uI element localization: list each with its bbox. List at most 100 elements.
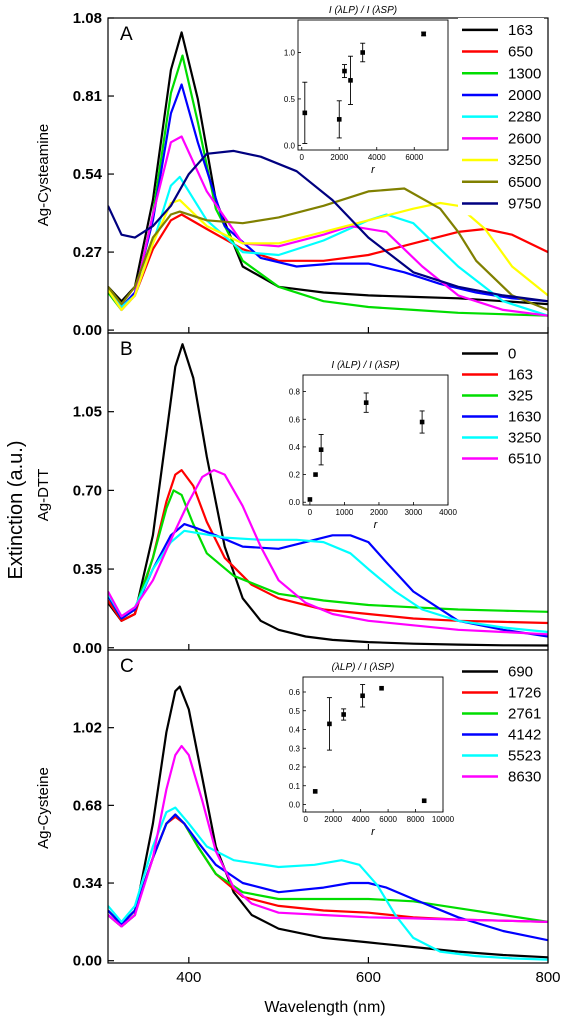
x-axis-label: Wavelength (nm)	[264, 999, 385, 1016]
y-axis-label: Ag-DTT	[35, 469, 52, 522]
inset-point	[313, 472, 318, 477]
legend-entry: 2000	[508, 87, 541, 104]
legend: 0 163 325 1630 3250 6510	[458, 342, 544, 470]
inset-x-tick-label: 2000	[370, 508, 388, 517]
x-tick-label: 800	[535, 969, 560, 986]
series-line-1630	[108, 523, 548, 638]
series-line-2761	[108, 813, 548, 926]
inset-y-tick-label: 0.5	[284, 95, 296, 104]
y-tick-label: 0.00	[73, 640, 102, 657]
panel-b: 0.000.350.701.05BAg-DTT01633251630325065…	[35, 332, 549, 657]
legend-entry: 2280	[508, 109, 541, 126]
y-axis-label: Ag-Cysteine	[35, 767, 52, 849]
inset-point	[336, 117, 342, 122]
inset-x-tick-label: 6000	[405, 153, 423, 162]
inset-x-tick-label: 0	[308, 508, 313, 517]
y-tick-label: 1.05	[73, 404, 102, 421]
legend-entry: 6510	[508, 451, 541, 468]
inset-y-tick-label: 0.2	[289, 763, 301, 772]
series-line-1726	[108, 815, 548, 926]
y-tick-label: 1.02	[73, 720, 102, 737]
inset-x-tick-label: 4000	[439, 508, 457, 517]
inset-y-tick-label: 0.0	[289, 801, 301, 810]
inset-point	[421, 798, 427, 804]
inset-frame	[302, 374, 449, 506]
y-tick-label: 0.34	[73, 875, 103, 892]
y-tick-label: 0.54	[73, 166, 103, 183]
inset-y-tick-label: 0.3	[289, 744, 301, 753]
inset-x-axis-label: r	[371, 164, 376, 176]
inset-y-tick-label: 0.0	[284, 141, 296, 150]
inset-point	[302, 110, 308, 116]
plot-frame	[107, 649, 549, 964]
inset-title: (λLP) / I (λSP)	[332, 662, 395, 673]
inset-y-tick-label: 0.6	[289, 688, 301, 697]
inset-point	[327, 721, 332, 727]
y-axis-label: Ag-Cysteamine	[35, 124, 52, 227]
inset-point	[342, 68, 347, 74]
legend-entry: 1726	[508, 685, 541, 702]
legend-entry: 4142	[508, 727, 541, 744]
inset-point	[363, 400, 369, 405]
inset-point	[421, 31, 426, 37]
inset-point	[307, 497, 313, 502]
y-tick-label: 0.70	[73, 482, 102, 499]
inset-x-tick-label: 2000	[324, 815, 342, 824]
inset-y-tick-label: 0.8	[289, 388, 301, 397]
inset-plot: (λLP) / I (λSP) 0.0 0.1 0.2 0.3 0.4 0.5 0.6 0 200…	[289, 662, 455, 838]
inset-y-tick-label: 0.4	[289, 726, 301, 735]
legend-entry: 2600	[508, 130, 541, 147]
inset-point	[360, 50, 365, 55]
inset-y-tick-label: 0.6	[289, 415, 301, 424]
series-line-9750	[108, 149, 548, 303]
series-line-3250	[108, 529, 548, 634]
x-tick-label: 400	[176, 969, 201, 986]
series-line-4142	[108, 813, 548, 942]
legend-entry: 2761	[508, 706, 541, 723]
legend-entry: 0	[508, 346, 516, 363]
y-tick-label: 0.35	[73, 561, 102, 578]
series-line-8630	[108, 744, 548, 928]
legend-entry: 163	[508, 22, 533, 39]
inset-y-tick-label: 1.0	[284, 49, 296, 58]
inset-plot: I (λLP) / I (λSP) 0.0 0.2 0.4 0.6 0.8 0 1000 200…	[289, 360, 458, 531]
legend-entry: 3250	[508, 430, 541, 447]
inset-x-tick-label: 6000	[379, 815, 397, 824]
inset-y-tick-label: 0.5	[289, 707, 301, 716]
inset-x-tick-label: 3000	[405, 508, 423, 517]
y-tick-label: 0.00	[73, 322, 102, 339]
y-tick-label: 0.27	[73, 244, 102, 261]
series-group	[108, 685, 548, 961]
inset-x-tick-label: 4000	[352, 815, 370, 824]
y-tick-label: 0.81	[73, 88, 102, 105]
series-group	[108, 31, 548, 317]
panel-label: A	[120, 24, 133, 45]
panel-c: 0.00 0.34 0.68 1.02 400 600 800 C Ag-Cysteine 690…	[35, 649, 561, 986]
legend-entry: 650	[508, 44, 533, 61]
series-line-6500	[108, 187, 548, 311]
legend-entry: 1630	[508, 409, 541, 426]
y-tick-label: 0.68	[73, 797, 102, 814]
inset-title: I (λLP) / I (λSP)	[329, 5, 397, 16]
inset-x-tick-label: 0	[300, 153, 305, 162]
inset-point	[318, 447, 324, 452]
inset-point	[419, 419, 425, 425]
legend-entry: 6500	[508, 174, 541, 191]
y-tick-label: 1.08	[73, 10, 102, 27]
series-line-690	[108, 685, 548, 959]
inset-point	[348, 78, 353, 83]
inset-y-tick-label: 0.0	[289, 498, 301, 507]
panel-label: C	[120, 656, 134, 677]
legend-entry: 690	[508, 664, 533, 681]
inset-x-tick-label: 4000	[368, 153, 386, 162]
inset-point	[312, 789, 318, 794]
inset-x-tick-label: 10000	[432, 815, 455, 824]
legend: 690 1726 2761 4142 5523 8630	[458, 660, 544, 788]
panel-a: 0.000.270.540.811.08AAg-Cysteamine163650…	[35, 5, 549, 339]
legend-entry: 1300	[508, 65, 541, 82]
legend-entry: 325	[508, 388, 533, 405]
inset-x-tick-label: 2000	[330, 153, 348, 162]
panel-label: B	[120, 339, 133, 360]
legend-entry: 5523	[508, 748, 541, 765]
inset-y-tick-label: 0.2	[289, 471, 301, 480]
